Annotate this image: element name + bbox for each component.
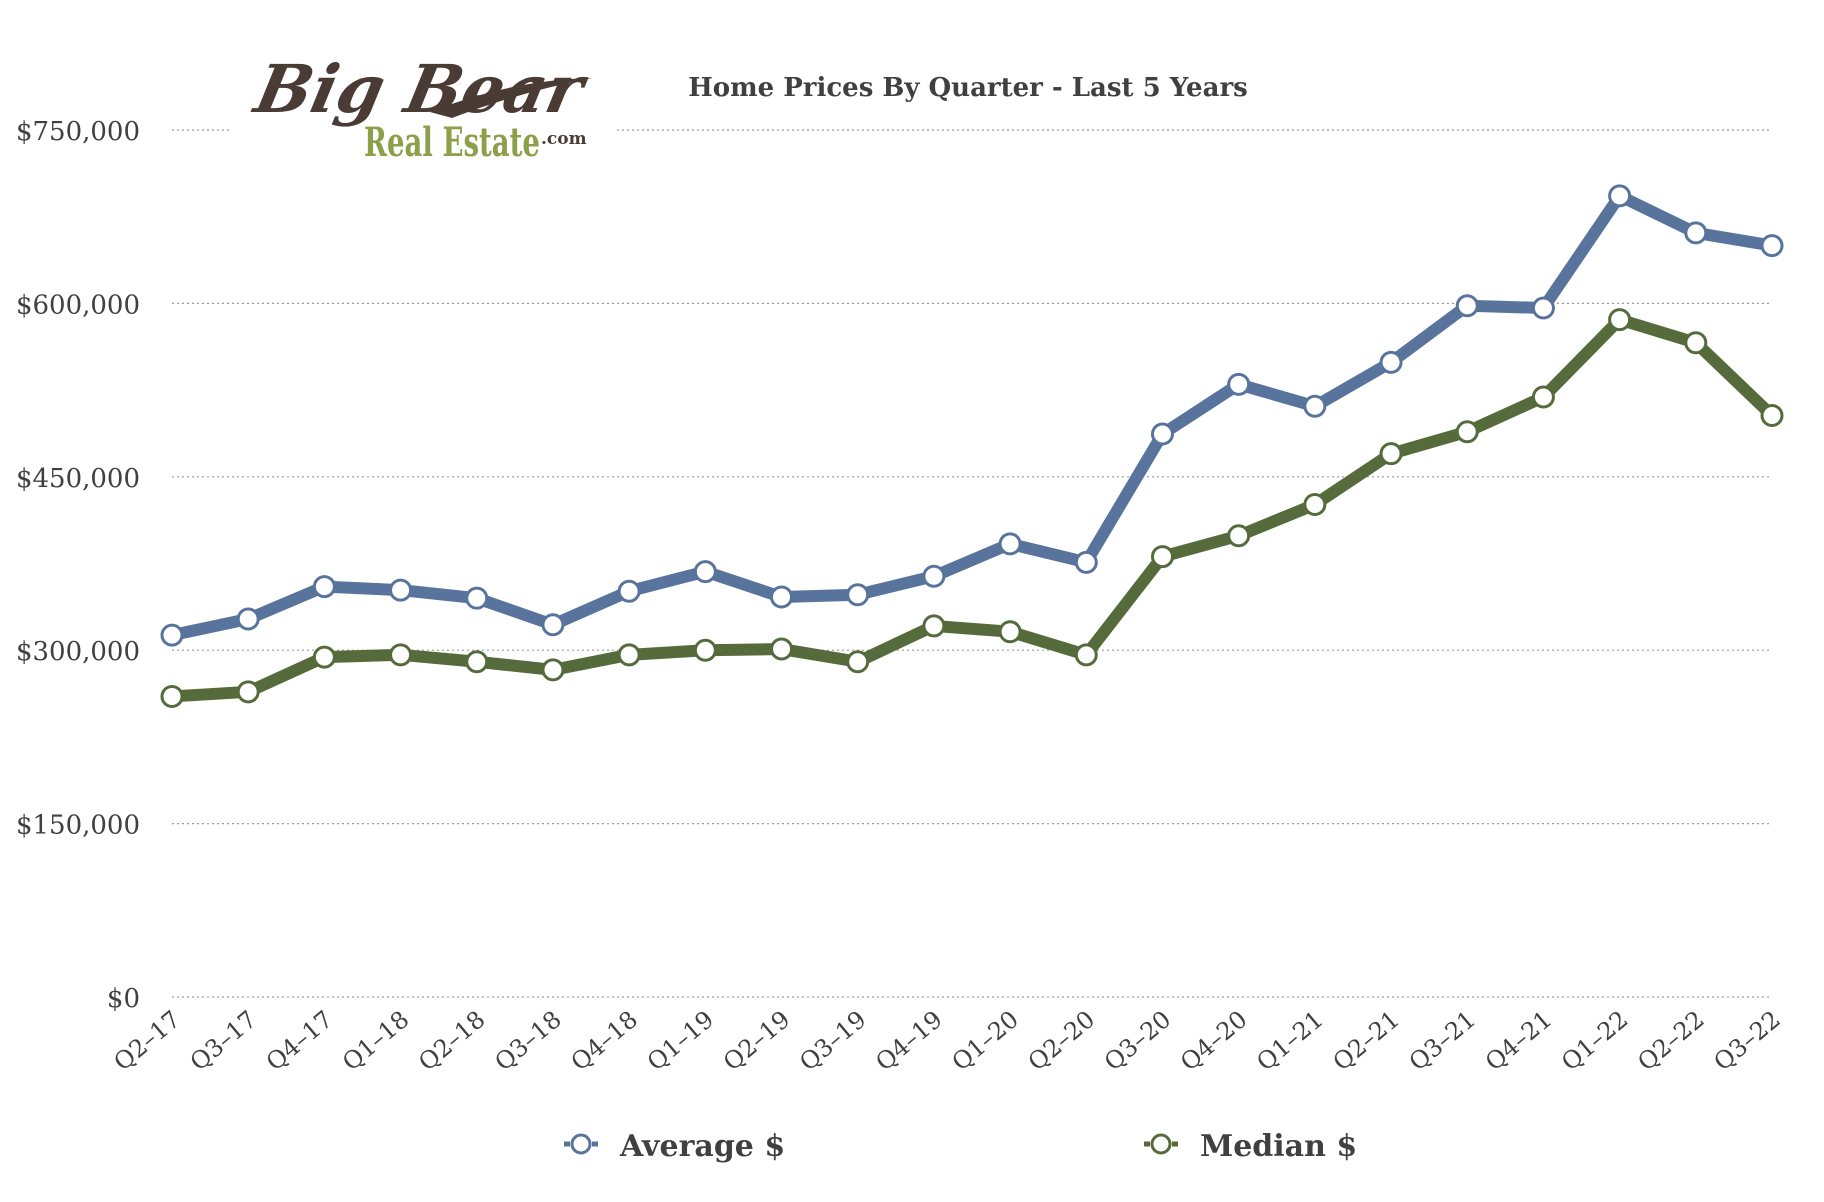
legend-label-median: Median $ xyxy=(1200,1129,1357,1164)
data-point-average xyxy=(770,585,794,609)
y-tick-label: $600,000 xyxy=(16,290,140,320)
y-tick-label: $150,000 xyxy=(16,811,140,841)
x-tick-label: Q1–21 xyxy=(1251,1005,1328,1076)
data-point-average xyxy=(1455,294,1479,318)
data-point-average xyxy=(236,607,260,631)
legend-item-median: Median $ xyxy=(1144,1129,1357,1164)
x-tick-label: Q2–20 xyxy=(1023,1005,1100,1076)
x-tick-label: Q3–22 xyxy=(1709,1005,1786,1076)
data-point-median xyxy=(693,638,717,662)
y-tick-label: $750,000 xyxy=(16,117,140,147)
data-point-median xyxy=(998,620,1022,644)
x-tick-label: Q2–18 xyxy=(413,1005,490,1076)
data-point-average xyxy=(1760,234,1784,258)
data-point-average xyxy=(389,578,413,602)
data-point-average xyxy=(998,532,1022,556)
x-tick-label: Q1–19 xyxy=(642,1005,719,1076)
data-point-average xyxy=(1227,372,1251,396)
series-line-average xyxy=(166,189,1778,642)
logo: Big Bear Real Estate .com xyxy=(232,50,614,166)
x-tick-label: Q1–22 xyxy=(1556,1005,1633,1076)
data-point-average xyxy=(1684,221,1708,245)
data-point-average xyxy=(312,575,336,599)
x-tick-label: Q1–18 xyxy=(337,1005,414,1076)
data-point-median xyxy=(1074,643,1098,667)
y-tick-label: $450,000 xyxy=(16,464,140,494)
y-tick-label: $0 xyxy=(107,984,140,1014)
logo-real-estate-text: Real Estate xyxy=(364,119,540,166)
data-point-median xyxy=(770,637,794,661)
x-axis-labels: Q2–17Q3–17Q4–17Q1–18Q2–18Q3–18Q4–18Q1–19… xyxy=(109,1005,1786,1076)
data-point-median xyxy=(465,650,489,674)
x-tick-label: Q3–17 xyxy=(185,1005,262,1076)
data-point-average xyxy=(541,613,565,637)
x-tick-label: Q1–20 xyxy=(947,1005,1024,1076)
legend-label-average: Average $ xyxy=(619,1129,785,1164)
data-point-median xyxy=(236,680,260,704)
logo-swoosh xyxy=(430,78,592,118)
data-point-median xyxy=(1150,545,1174,569)
data-point-median xyxy=(846,650,870,674)
data-point-median xyxy=(1227,524,1251,548)
data-point-average xyxy=(1379,350,1403,374)
x-tick-label: Q3–20 xyxy=(1099,1005,1176,1076)
data-point-average xyxy=(846,583,870,607)
x-tick-label: Q4–19 xyxy=(870,1005,947,1076)
y-axis-labels: $0 $150,000 $300,000 $450,000 $600,000 $750,0… xyxy=(16,117,140,1014)
x-tick-label: Q4–21 xyxy=(1480,1005,1557,1076)
data-point-median xyxy=(1455,420,1479,444)
data-point-median xyxy=(922,614,946,638)
data-point-average xyxy=(1303,394,1327,418)
x-tick-label: Q2–22 xyxy=(1632,1005,1709,1076)
x-tick-label: Q2–17 xyxy=(109,1005,186,1076)
chart-title: Home Prices By Quarter - Last 5 Years xyxy=(688,73,1248,103)
data-point-median xyxy=(312,645,336,669)
data-point-average xyxy=(1150,422,1174,446)
data-point-average xyxy=(617,579,641,603)
data-point-median xyxy=(1760,404,1784,428)
legend-swatch-median-marker xyxy=(1150,1133,1172,1155)
series-points xyxy=(160,184,1784,708)
data-point-average xyxy=(1074,550,1098,574)
data-point-median xyxy=(160,684,184,708)
x-tick-label: Q3–21 xyxy=(1404,1005,1481,1076)
data-point-median xyxy=(617,643,641,667)
legend: Average $ Median $ xyxy=(564,1129,1357,1164)
logo-dotcom-text: .com xyxy=(541,129,587,149)
data-point-median xyxy=(1379,442,1403,466)
data-point-average xyxy=(1531,296,1555,320)
data-point-median xyxy=(541,658,565,682)
data-point-median xyxy=(1608,308,1632,332)
legend-swatch-average-marker xyxy=(570,1133,592,1155)
x-tick-label: Q3–19 xyxy=(794,1005,871,1076)
data-point-median xyxy=(1303,493,1327,517)
data-point-average xyxy=(922,564,946,588)
data-point-median xyxy=(389,643,413,667)
data-point-average xyxy=(160,623,184,647)
data-point-average xyxy=(465,586,489,610)
x-tick-label: Q4–17 xyxy=(261,1005,338,1076)
data-point-median xyxy=(1531,385,1555,409)
series-line-median xyxy=(166,313,1778,703)
x-tick-label: Q2–21 xyxy=(1328,1005,1405,1076)
x-tick-label: Q2–19 xyxy=(718,1005,795,1076)
x-tick-label: Q4–20 xyxy=(1175,1005,1252,1076)
series-lines xyxy=(166,189,1778,703)
x-tick-label: Q4–18 xyxy=(566,1005,643,1076)
x-tick-label: Q3–18 xyxy=(489,1005,566,1076)
data-point-average xyxy=(693,560,717,584)
data-point-median xyxy=(1684,331,1708,355)
legend-item-average: Average $ xyxy=(564,1129,785,1164)
y-tick-label: $300,000 xyxy=(16,637,140,667)
data-point-average xyxy=(1608,184,1632,208)
